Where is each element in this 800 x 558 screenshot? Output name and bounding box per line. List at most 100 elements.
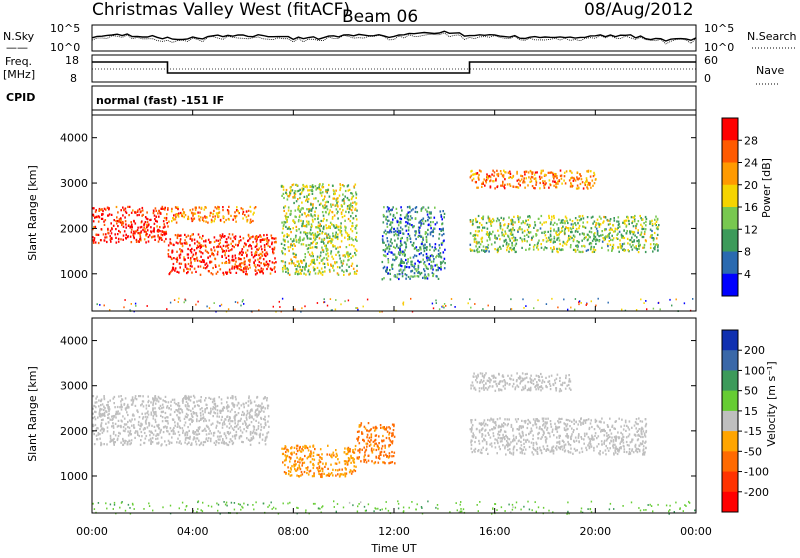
velocity-echo-cell xyxy=(184,424,186,426)
power-echo-cell xyxy=(234,211,236,213)
velocity-echo-cell xyxy=(96,435,98,437)
velocity-echo-cell xyxy=(208,397,210,399)
power-echo-cell xyxy=(531,176,533,178)
power-echo-cell xyxy=(306,208,308,210)
velocity-echo-cell xyxy=(290,457,292,459)
power-echo-cell xyxy=(535,233,537,235)
power-echo-cell xyxy=(436,222,438,224)
power-echo-cell xyxy=(230,238,232,240)
velocity-echo-cell xyxy=(157,442,159,444)
velocity-echo-cell xyxy=(108,421,110,423)
velocity-echo-cell xyxy=(258,410,260,412)
power-echo-cell xyxy=(512,186,514,188)
power-echo-cell xyxy=(322,205,324,207)
power-echo-cell xyxy=(443,233,445,235)
power-echo-cell xyxy=(401,218,403,220)
velocity-echo-cell xyxy=(235,437,237,439)
power-echo-cell xyxy=(199,206,201,208)
power-echo-cell xyxy=(176,271,178,273)
power-echo-cell xyxy=(210,212,212,214)
power-echo-cell xyxy=(528,236,530,238)
velocity-echo-cell xyxy=(312,475,314,477)
power-echo-cell xyxy=(347,205,349,207)
power-echo-cell xyxy=(199,250,201,252)
power-echo-cell xyxy=(323,226,325,228)
power-echo-cell xyxy=(326,257,328,259)
power-echo-cell xyxy=(302,223,304,225)
velocity-echo-cell xyxy=(361,422,363,424)
power-echo-cell xyxy=(519,216,521,218)
power-echo-cell xyxy=(162,234,164,236)
velocity-echo-cell xyxy=(375,443,377,445)
velocity-echo-cell xyxy=(291,465,293,467)
power-echo-cell xyxy=(637,232,639,234)
power-echo-cell xyxy=(653,308,654,310)
velocity-echo-cell xyxy=(166,407,168,409)
power-echo-cell xyxy=(577,222,579,224)
power-echo-cell xyxy=(444,249,446,251)
velocity-echo-cell xyxy=(220,435,222,437)
power-echo-cell xyxy=(341,265,343,267)
power-echo-cell xyxy=(638,248,640,250)
velocity-echo-cell xyxy=(194,396,196,398)
power-echo-cell xyxy=(614,230,616,232)
velocity-echo-cell xyxy=(333,452,335,454)
power-echo-cell xyxy=(426,236,428,238)
power-echo-cell xyxy=(348,211,350,213)
power-echo-cell xyxy=(131,212,133,214)
velocity-echo-cell xyxy=(174,433,176,435)
power-echo-cell xyxy=(445,305,446,307)
power-echo-cell xyxy=(241,254,243,256)
velocity-echo-cell xyxy=(525,441,527,443)
velocity-echo-cell xyxy=(164,417,166,419)
power-echo-cell xyxy=(587,221,589,223)
power-echo-cell xyxy=(616,220,618,222)
power-echo-cell xyxy=(403,302,404,304)
power-echo-cell xyxy=(324,196,326,198)
power-echo-cell xyxy=(168,255,170,257)
power-echo-cell xyxy=(154,223,156,225)
power-echo-cell xyxy=(559,231,561,233)
velocity-echo-cell xyxy=(297,461,299,463)
power-echo-cell xyxy=(123,306,124,308)
power-echo-cell xyxy=(524,230,526,232)
power-echo-cell xyxy=(642,219,644,221)
power-echo-cell xyxy=(592,240,594,242)
velocity-echo-cell xyxy=(255,404,257,406)
power-echo-cell xyxy=(398,232,400,234)
power-echo-cell xyxy=(434,217,436,219)
power-echo-cell xyxy=(344,237,346,239)
power-echo-cell xyxy=(168,253,170,255)
power-echo-cell xyxy=(179,254,181,256)
power-echo-cell xyxy=(220,219,222,221)
power-echo-cell xyxy=(264,264,266,266)
power-echo-cell xyxy=(498,173,500,175)
power-echo-cell xyxy=(424,250,426,252)
power-echo-cell xyxy=(304,225,306,227)
velocity-echo-cell xyxy=(154,407,156,409)
velocity-echo-cell xyxy=(258,428,260,430)
power-echo-cell xyxy=(283,247,285,249)
velocity-echo-cell xyxy=(205,430,207,432)
power-echo-cell xyxy=(525,249,527,251)
velocity-echo-cell xyxy=(129,443,131,445)
power-echo-cell xyxy=(577,249,579,251)
freq-label: Freq. xyxy=(5,55,32,68)
power-echo-cell xyxy=(432,246,434,248)
power-echo-cell xyxy=(324,233,326,235)
power-echo-cell xyxy=(521,238,523,240)
power-echo-cell xyxy=(388,272,390,274)
power-echo-cell xyxy=(220,268,222,270)
velocity-echo-cell xyxy=(357,439,359,441)
power-echo-cell xyxy=(312,232,314,234)
power-echo-cell xyxy=(569,170,571,172)
velocity-echo-cell xyxy=(161,407,163,409)
power-echo-cell xyxy=(288,234,290,236)
velocity-echo-cell xyxy=(187,432,189,434)
power-echo-cell xyxy=(266,268,268,270)
power-echo-cell xyxy=(626,226,628,228)
power-echo-cell xyxy=(274,271,276,273)
velocity-echo-cell xyxy=(101,408,103,410)
power-echo-cell xyxy=(328,184,330,186)
velocity-echo-cell xyxy=(243,413,245,415)
